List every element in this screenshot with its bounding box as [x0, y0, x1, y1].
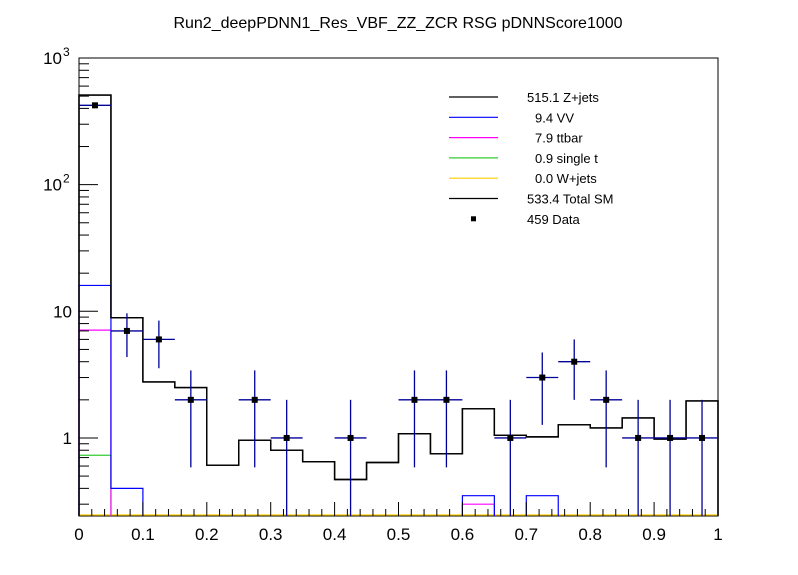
data-marker	[571, 358, 578, 365]
legend-label: 0.0 W+jets	[535, 171, 597, 186]
data-point	[334, 399, 367, 516]
legend-entry: 7.9 ttbar	[449, 131, 583, 146]
data-marker	[347, 434, 354, 441]
legend-label: 9.4 VV	[535, 110, 574, 125]
data-marker	[667, 434, 674, 441]
legend-marker	[471, 216, 476, 222]
data-point	[494, 399, 527, 516]
legend-entry: 533.4 Total SM	[449, 192, 613, 207]
x-tick-label: 0.2	[195, 525, 219, 544]
data-point	[430, 370, 463, 468]
data-point	[174, 370, 207, 468]
x-tick-label: 0	[74, 525, 83, 544]
data-marker	[699, 434, 706, 441]
x-tick-label: 0.5	[387, 525, 411, 544]
legend-entry: 0.0 W+jets	[449, 171, 597, 186]
legend-label: 533.4 Total SM	[527, 192, 613, 207]
y-tick-label: 10	[43, 49, 62, 68]
x-tick-label: 0.4	[323, 525, 347, 544]
data-marker	[411, 396, 418, 403]
x-tick-label: 0.9	[642, 525, 666, 544]
data-marker	[635, 434, 642, 441]
y-tick-label: 1	[63, 429, 72, 448]
y-tick-exponent: 2	[63, 172, 70, 186]
legend-label: 0.9 single t	[535, 151, 598, 166]
histogram-z-jets	[78, 94, 719, 516]
data-point	[558, 339, 591, 400]
y-tick-label: 10	[53, 302, 72, 321]
data-marker	[187, 396, 194, 403]
data-marker	[507, 434, 514, 441]
legend-entry: 459 Data	[471, 212, 581, 227]
histogram-vv	[78, 284, 559, 516]
data-point	[686, 399, 718, 516]
legend-label: 459 Data	[527, 212, 581, 227]
data-point	[398, 370, 431, 468]
histogram-single-t	[78, 454, 112, 516]
data-point	[270, 399, 303, 516]
x-tick-label: 0.3	[259, 525, 283, 544]
data-marker	[283, 434, 290, 441]
x-tick-label: 0.6	[451, 525, 475, 544]
legend-label: 7.9 ttbar	[535, 131, 583, 146]
y-tick-exponent: 3	[63, 45, 70, 59]
data-point	[622, 399, 655, 516]
data-marker	[539, 374, 546, 381]
data-marker	[123, 327, 130, 334]
data-marker	[251, 396, 258, 403]
data-point	[79, 102, 111, 109]
data-point	[654, 399, 687, 516]
data-marker	[603, 396, 610, 403]
x-tick-label: 0.1	[131, 525, 155, 544]
chart-title: Run2_deepPDNN1_Res_VBF_ZZ_ZCR RSG pDNNSc…	[173, 15, 622, 32]
data-point	[142, 320, 175, 369]
data-point	[526, 352, 559, 425]
x-tick-label: 0.8	[578, 525, 602, 544]
data-marker	[155, 336, 162, 343]
y-tick-label: 10	[43, 176, 62, 195]
legend-entry: 9.4 VV	[449, 110, 574, 125]
x-tick-label: 0.7	[514, 525, 538, 544]
legend-entry: 515.1 Z+jets	[449, 90, 599, 105]
data-marker	[443, 396, 450, 403]
legend-label: 515.1 Z+jets	[527, 90, 599, 105]
data-marker	[91, 102, 98, 109]
legend-entry: 0.9 single t	[449, 151, 598, 166]
data-point	[110, 313, 143, 358]
x-tick-label: 1	[713, 525, 722, 544]
data-point	[238, 370, 271, 468]
data-point	[590, 370, 623, 468]
